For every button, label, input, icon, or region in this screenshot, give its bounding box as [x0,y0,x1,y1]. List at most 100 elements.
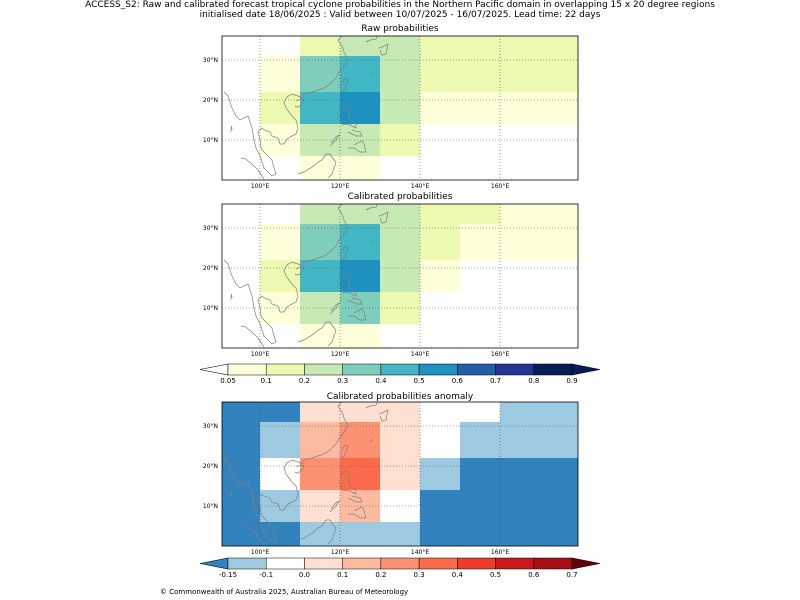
coastline [240,325,265,348]
coastline [369,438,374,443]
grid-cell [540,422,578,458]
grid-cell [500,422,540,458]
anom-colorbar-label: 0.5 [490,571,501,579]
grid-cell [460,56,500,92]
lon-tick-label: 120°E [331,183,349,190]
grid-cell [420,36,460,56]
prob-colorbar-swatch [342,363,382,376]
coastline [297,321,337,347]
coastline [347,495,363,503]
coastline [230,491,233,499]
grid-cell [500,458,540,490]
grid-cell [300,156,340,180]
anom-colorbar-swatch [457,557,496,570]
grid-cell [420,458,460,490]
grid-cell [340,458,380,490]
grid-cell [540,402,578,422]
prob-colorbar-label: 0.2 [299,377,310,385]
coastline [379,211,389,224]
grid-cell [460,204,500,224]
prob-colorbar-label: 0.4 [375,377,387,385]
lat-tick-label: 20°N [203,97,218,104]
grid-cell [300,324,340,348]
grid-cell [420,56,460,92]
coastline [365,401,378,409]
grid-cell [420,260,460,292]
coastline [340,444,349,459]
grid-cell [260,402,300,422]
grid-cell [300,56,340,92]
grid-cell [380,260,420,292]
grid-cell [380,92,420,124]
grid-cell [500,36,540,56]
coastline [369,240,374,245]
grid-cell [380,204,420,224]
coastline [223,35,349,177]
anom-colorbar-label: -0.15 [219,571,237,579]
lon-tick-label: 120°E [331,351,349,358]
copyright-footer: © Commonwealth of Australia 2025, Austra… [160,588,409,596]
grid-cell [260,224,300,260]
prob-colorbar-extend-high [571,363,601,376]
anom-colorbar-swatch [418,557,458,570]
grid-cell [260,260,300,292]
figure-title-line-1: ACCESS_S2: Raw and calibrated forecast t… [85,0,715,10]
map-frame [221,401,579,547]
coastline [230,125,233,133]
grid-cell [300,402,340,422]
coastline [297,153,337,179]
grid-cell [420,522,460,546]
grid-cell [380,56,420,92]
grid-cell [340,92,380,124]
grid-cell [540,224,578,260]
grid-cell [340,324,380,348]
lat-tick-label: 10°N [203,305,218,312]
anom-colorbar-label: 0.6 [528,571,540,579]
lat-tick-label: 20°N [203,463,218,470]
coastline [223,203,349,345]
panel-title-anomaly: Calibrated probabilities anomaly [326,392,474,402]
coastline [338,273,357,297]
anom-colorbar-label: 0.0 [299,571,310,579]
anom-colorbar-swatch [304,557,343,570]
coastline [348,140,367,153]
prob-colorbar-label: 0.9 [566,377,577,385]
coastline [340,246,349,261]
anom-colorbar-label: 0.4 [452,571,464,579]
grid-cell [300,92,340,124]
lon-tick-label: 100°E [251,351,269,358]
prob-colorbar-swatch [304,363,343,376]
grid-cell [500,402,540,422]
coastline [338,105,357,129]
prob-colorbar-label: 0.1 [261,377,272,385]
prob-colorbar-label: 0.05 [220,377,236,385]
grid-cell [380,402,420,422]
prob-colorbar-label: 0.7 [490,377,501,385]
grid-cell [460,422,500,458]
coastline [329,302,341,315]
anom-colorbar-extend-high [571,557,601,570]
prob-colorbar-swatch [418,363,458,376]
grid-cell [380,422,420,458]
lon-tick-label: 120°E [331,549,349,556]
grid-cell [460,458,500,490]
anom-colorbar-swatch [533,557,573,570]
grid-cell [380,224,420,260]
lon-tick-label: 160°E [491,183,509,190]
grid-cell [340,260,380,292]
anom-colorbar-swatch [342,557,382,570]
coastline [347,297,363,305]
coastline [329,134,341,147]
lat-tick-label: 30°N [203,423,218,430]
grid-cell [380,36,420,56]
grid-cell [340,402,380,422]
anom-colorbar-label: 0.1 [337,571,348,579]
grid-cell [500,56,540,92]
coastline [379,43,389,56]
grid-cell [260,522,300,546]
lon-tick-label: 140°E [411,549,429,556]
grid-cell [420,92,460,124]
lon-tick-label: 140°E [411,351,429,358]
map-frame [221,203,579,349]
